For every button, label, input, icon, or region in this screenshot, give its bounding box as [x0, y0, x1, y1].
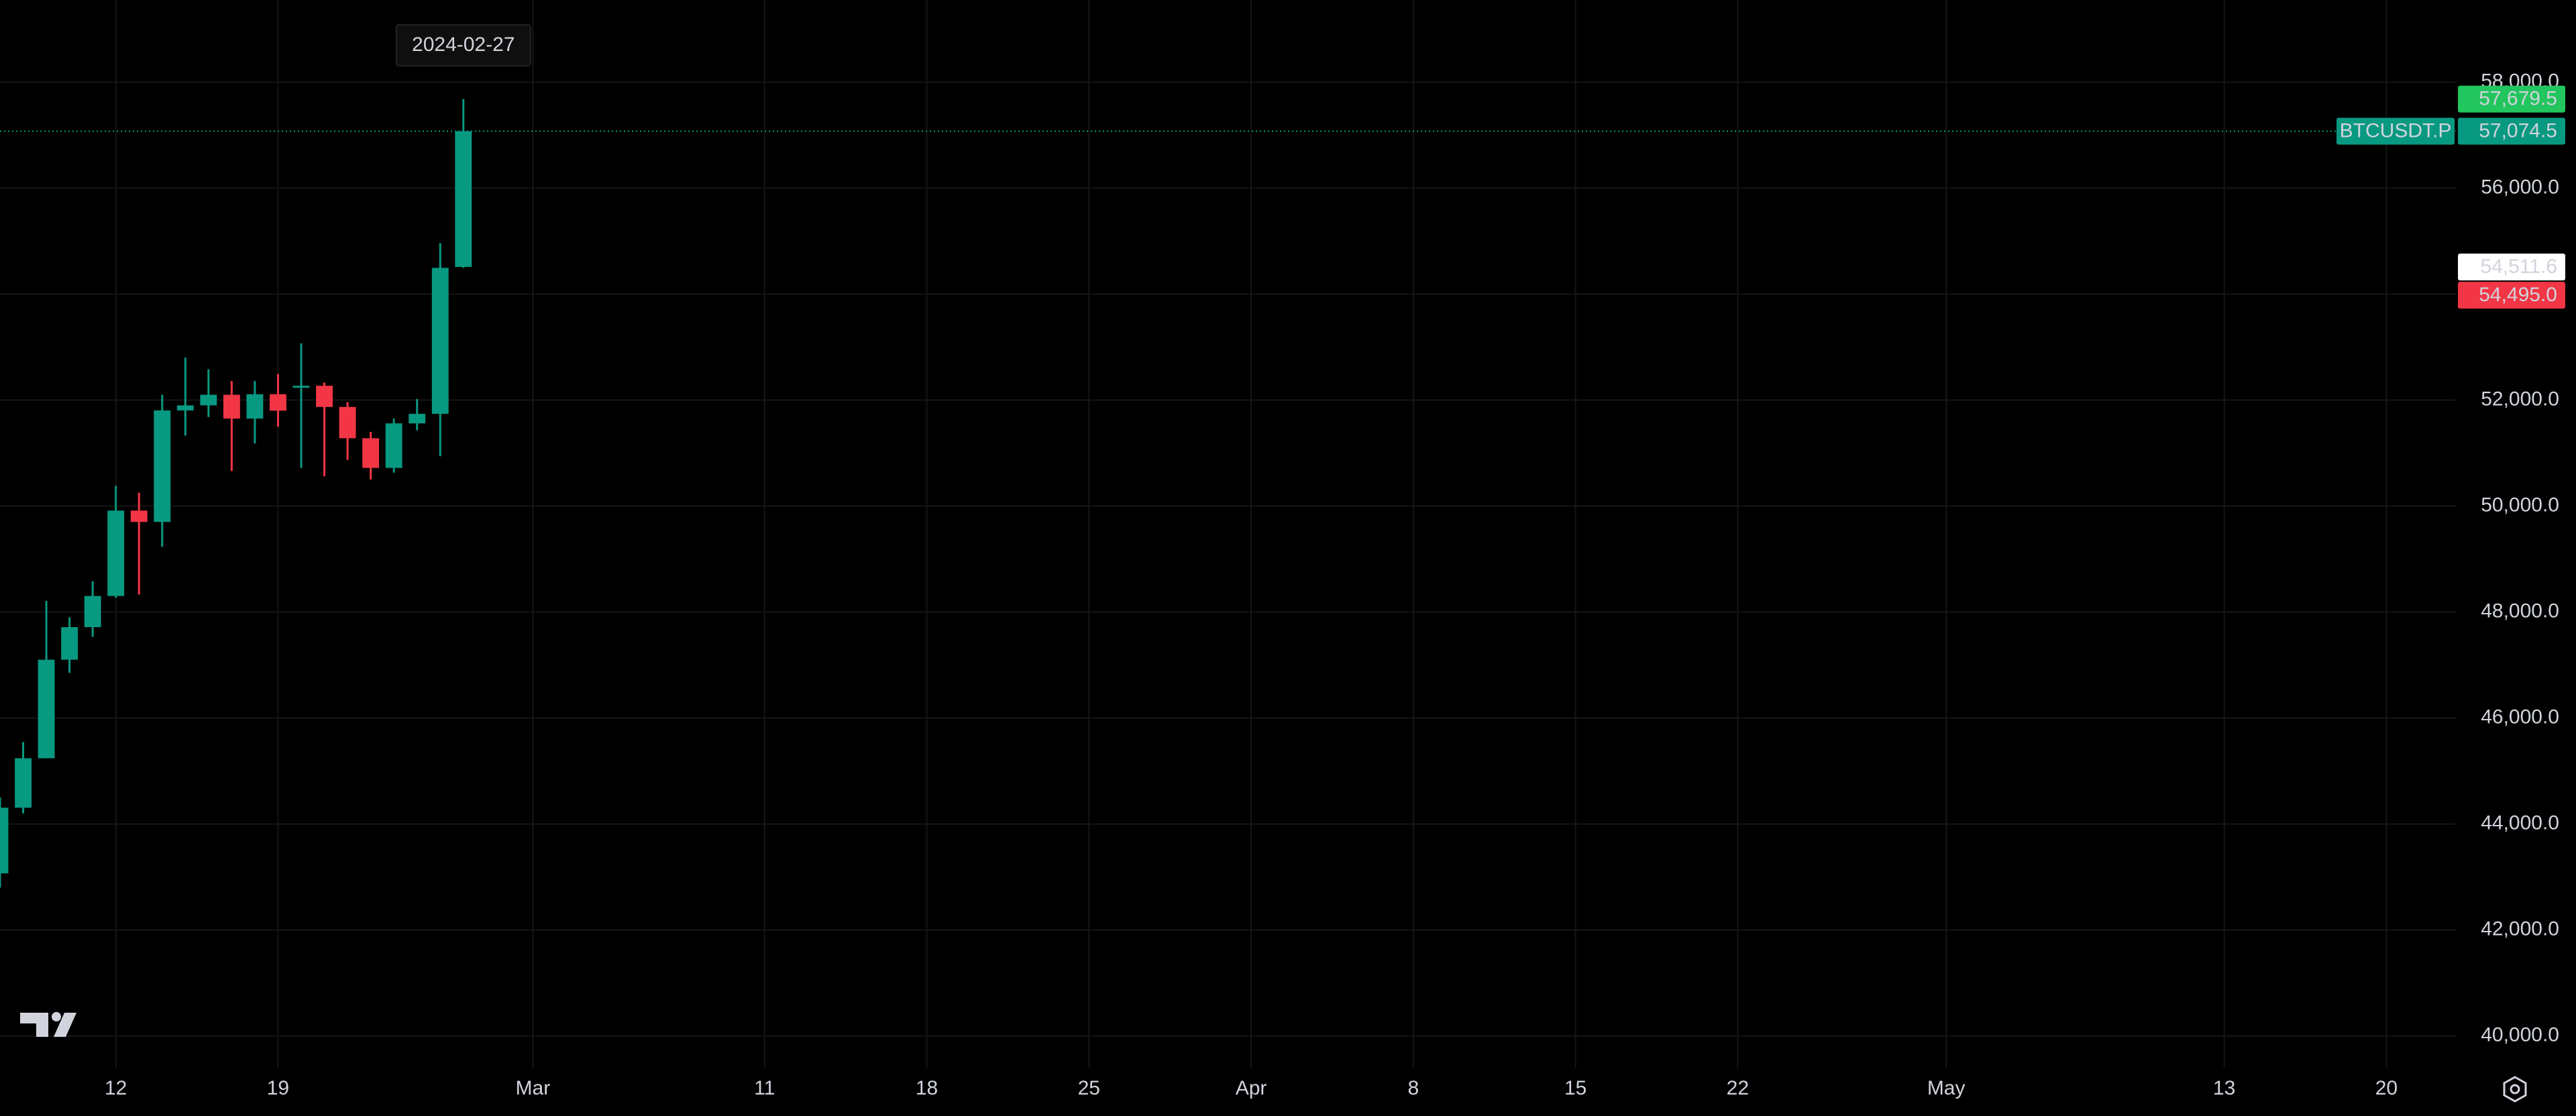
date-tooltip: 2024-02-27: [412, 34, 515, 56]
price-label: 57,074.5: [2479, 120, 2557, 142]
y-tick-label: 42,000.0: [2481, 918, 2559, 940]
y-tick-label: 56,000.0: [2481, 176, 2559, 198]
price-label: 54,511.6: [2480, 256, 2557, 278]
price-label-box: [2458, 282, 2565, 309]
candle-body: [270, 394, 286, 411]
candle-body: [292, 386, 310, 388]
symbol-box: [2337, 117, 2455, 145]
price-label-box: [2458, 85, 2565, 113]
x-tick-label: 12: [105, 1077, 127, 1099]
x-tick-label: 20: [2375, 1077, 2398, 1099]
x-tick-label: Apr: [1236, 1077, 1267, 1099]
y-tick-label: 50,000.0: [2481, 494, 2559, 516]
grid: [0, 0, 2456, 1068]
price-label: 54,495.0: [2479, 284, 2557, 306]
gear-center: [2510, 1084, 2520, 1095]
candle-body: [200, 394, 217, 406]
x-tick-label: 11: [754, 1077, 775, 1099]
candle-body: [339, 406, 356, 439]
settings-icon[interactable]: [2503, 1076, 2527, 1103]
y-tick-label: 52,000.0: [2481, 388, 2559, 410]
candle-body: [431, 268, 449, 414]
candle-body: [130, 510, 148, 522]
candle-body: [107, 510, 125, 596]
candle-body: [223, 394, 240, 419]
gear-outline: [2503, 1076, 2527, 1103]
x-tick-label: 15: [1564, 1077, 1587, 1099]
x-tick-label: 8: [1407, 1077, 1419, 1099]
price-label-box: [2458, 254, 2565, 281]
logo-dot: [52, 1012, 61, 1021]
candle-body: [0, 807, 9, 874]
y-tick-label: 40,000.0: [2481, 1024, 2559, 1046]
logo-t: [20, 1013, 48, 1037]
candle-body: [154, 410, 171, 522]
candle-body: [15, 758, 32, 808]
price-label: 57,679.5: [2479, 88, 2557, 110]
candle-body: [84, 596, 101, 628]
candle-body: [246, 394, 264, 419]
candle-body: [385, 423, 402, 468]
symbol-label: BTCUSDT.P: [2340, 120, 2452, 142]
candle-body: [176, 405, 194, 410]
candle-body: [409, 414, 426, 424]
y-tick-label: 46,000.0: [2481, 706, 2559, 728]
y-tick-label: 48,000.0: [2481, 600, 2559, 622]
candle-body: [362, 438, 380, 468]
candle-body: [38, 659, 55, 759]
logo-slash: [54, 1013, 76, 1037]
x-tick-label: 25: [1078, 1077, 1100, 1099]
candle-body: [455, 131, 472, 268]
candle-body: [316, 386, 333, 407]
x-tick-label: 22: [1727, 1077, 1749, 1099]
candle-body: [61, 627, 78, 660]
x-tick-label: 13: [2213, 1077, 2235, 1099]
x-tick-label: 19: [267, 1077, 289, 1099]
price-label-box: [2458, 117, 2565, 145]
x-tick-label: Mar: [516, 1077, 551, 1099]
x-tick-label: May: [1927, 1077, 1966, 1099]
tradingview-logo[interactable]: [20, 1012, 76, 1037]
y-tick-label: 44,000.0: [2481, 812, 2559, 834]
date-tooltip-box: [395, 24, 531, 66]
x-tick-label: 18: [916, 1077, 938, 1099]
